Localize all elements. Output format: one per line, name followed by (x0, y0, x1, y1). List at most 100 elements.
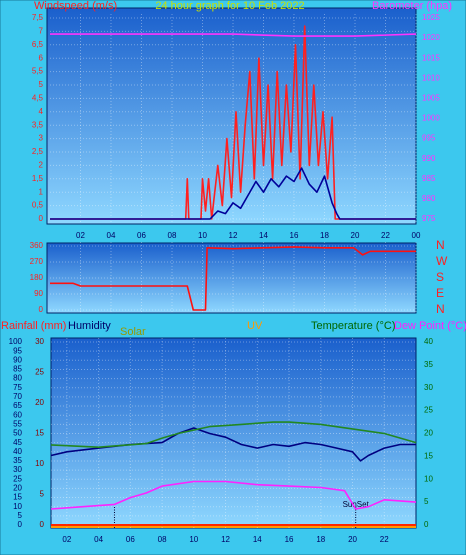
y-tick-label: 5,5 (32, 67, 44, 76)
y2-tick-label: 1000 (422, 114, 440, 123)
x-tick-label: 14 (259, 231, 268, 240)
y-axis-title: Windspeed (m/s) (34, 0, 117, 12)
y-tick-label: 95 (13, 346, 22, 355)
x-tick-label: 10 (189, 535, 198, 544)
series-line (50, 167, 416, 220)
x-tick-label: 14 (253, 535, 262, 544)
y-tick-label: 3,5 (32, 120, 44, 129)
x-tick-label: 10 (198, 231, 207, 240)
axis-label: Solar (120, 326, 146, 338)
y-tick-label: 6,5 (32, 40, 44, 49)
y2-tick-label: 980 (422, 194, 436, 203)
y-tick-label: 20 (13, 484, 22, 493)
y-tick-label: 65 (13, 401, 22, 410)
y-tick-label: 3 (39, 134, 44, 143)
panel-weather (50, 337, 417, 529)
chart-title: 24 hour graph for 10 Feb 2022 (155, 0, 304, 12)
y2-tick-label: E (436, 286, 444, 300)
series-line (50, 480, 417, 510)
x-tick-label: 22 (380, 535, 389, 544)
y3-tick-label: 15 (35, 429, 44, 438)
y-tick-label: 45 (13, 438, 22, 447)
y2-tick-label: 1015 (422, 53, 440, 62)
y-tick-label: 1,5 (32, 174, 44, 183)
y2-tick-label: 1025 (422, 13, 440, 22)
y3-tick-label: 0 (40, 520, 45, 529)
x-tick-label: 16 (285, 535, 294, 544)
x-tick-label: 08 (168, 231, 177, 240)
y-tick-label: 0 (18, 520, 23, 529)
y-tick-label: 2 (39, 161, 44, 170)
y2-tick-label: W (436, 254, 448, 268)
axis-label: Temperature (°C) (311, 320, 395, 332)
y-tick-label: 25 (13, 474, 22, 483)
y2-tick-label: 975 (422, 214, 436, 223)
x-tick-label: 16 (290, 231, 299, 240)
y-tick-label: 85 (13, 365, 22, 374)
panel-direction (46, 242, 417, 314)
series-line (50, 25, 416, 220)
axis-label: Humidity (68, 320, 111, 332)
y-tick-label: 35 (13, 456, 22, 465)
y3-tick-label: 20 (35, 398, 44, 407)
series-line (50, 246, 416, 311)
x-tick-label: 04 (94, 535, 103, 544)
y-tick-label: 5 (18, 511, 23, 520)
y2-tick-label: 1005 (422, 94, 440, 103)
x-tick-label: 02 (76, 231, 85, 240)
y3-tick-label: 30 (35, 337, 44, 346)
y2-tick-label: 995 (422, 134, 436, 143)
y2-tick-label: S (436, 270, 444, 284)
y-tick-label: 0 (39, 214, 44, 223)
y-tick-label: 10 (13, 502, 22, 511)
y2-tick-label: 985 (422, 174, 436, 183)
solar-uv-baseline (51, 524, 416, 528)
y2-tick-label: N (436, 238, 445, 252)
y-tick-label: 7,5 (32, 13, 44, 22)
y2-tick-label: 10 (424, 474, 433, 483)
y-tick-label: 0 (39, 305, 44, 314)
y3-tick-label: 10 (35, 459, 44, 468)
y2-tick-label: 1010 (422, 73, 440, 82)
y-tick-label: 55 (13, 419, 22, 428)
y2-tick-label: 15 (424, 451, 433, 460)
x-tick-label: 18 (320, 231, 329, 240)
y2-tick-label: 30 (424, 383, 433, 392)
y-tick-label: 6 (39, 53, 44, 62)
y-tick-label: 70 (13, 392, 22, 401)
x-tick-label: 18 (316, 535, 325, 544)
series-line (50, 421, 417, 448)
y-tick-label: 1 (39, 187, 44, 196)
y-tick-label: 50 (13, 429, 22, 438)
annotation: SunSet (343, 500, 370, 509)
y3-tick-label: 5 (40, 490, 45, 499)
y-tick-label: 2,5 (32, 147, 44, 156)
x-tick-label: 06 (137, 231, 146, 240)
y-tick-label: 5 (39, 80, 44, 89)
y-tick-label: 60 (13, 410, 22, 419)
series-line (50, 33, 417, 37)
y2-tick-label: 990 (422, 154, 436, 163)
x-tick-label: 06 (126, 535, 135, 544)
y-tick-label: 100 (9, 337, 23, 346)
axis-label: Rainfall (mm) (1, 320, 66, 332)
x-tick-label: 20 (348, 535, 357, 544)
y2-tick-label: 5 (424, 497, 429, 506)
y2-axis-title: Barometer (hpa) (372, 0, 452, 12)
axis-label: Dew Point (°C) (394, 320, 466, 332)
x-tick-label: 12 (221, 535, 230, 544)
y-tick-label: 90 (13, 355, 22, 364)
y-tick-label: 0,5 (32, 201, 44, 210)
y2-tick-label: N (436, 302, 445, 316)
y2-tick-label: 25 (424, 406, 433, 415)
y2-tick-label: 0 (424, 520, 429, 529)
y2-tick-label: 40 (424, 337, 433, 346)
y-tick-label: 4,5 (32, 94, 44, 103)
x-tick-label: 20 (351, 231, 360, 240)
y-tick-label: 360 (30, 241, 44, 250)
y-tick-label: 90 (34, 289, 43, 298)
x-tick-label: 04 (107, 231, 116, 240)
x-tick-label: 00 (412, 231, 421, 240)
x-tick-label: 22 (381, 231, 390, 240)
